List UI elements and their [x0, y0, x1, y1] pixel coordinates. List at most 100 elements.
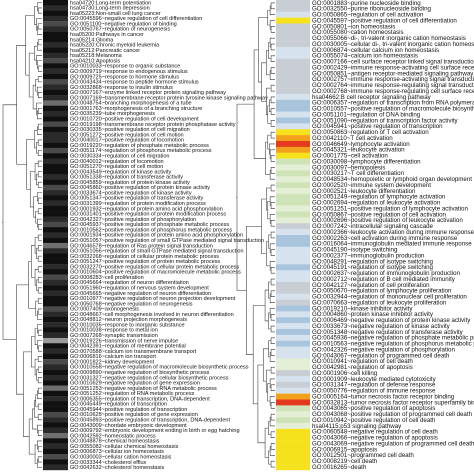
right-term-label: GO:0051251~positive regulation of lympho… [312, 205, 468, 212]
left-term-label: GO:0031401~positive regulation of protei… [70, 212, 226, 218]
left-term-label: GO:0007409~axonogenesis [70, 307, 139, 313]
left-heat-cell [43, 359, 68, 365]
left-term-label: hsa05200:Pathways in cancer [70, 32, 144, 38]
left-term-label: GO:0010628~positive regulation of gene e… [70, 412, 198, 418]
left-heat-cell [43, 422, 68, 428]
right-term-label: GO:0050863~regulation of T cell activati… [312, 129, 429, 136]
left-dendrogram-branch [37, 39, 42, 46]
right-dendrogram-branch [270, 108, 275, 115]
right-dendrogram-branch [268, 421, 272, 436]
left-heat-cell [43, 10, 68, 17]
right-heat-cell [276, 129, 310, 136]
left-dendrogram-branch [37, 255, 42, 262]
right-dendrogram-branch [269, 378, 275, 389]
right-heat-cell [276, 405, 310, 412]
right-term-label: GO:0007166~cell surface receptor linked … [312, 59, 474, 66]
right-term-label: GO:0016265~death [312, 464, 367, 471]
left-heat-cell [43, 316, 68, 323]
right-term-label: GO:0002757~immune response-activating si… [312, 76, 474, 83]
left-heat-cell [43, 36, 68, 43]
right-term-label: GO:0004860~protein kinase inhibitor acti… [312, 311, 434, 318]
left-term-label: GO:0045665~negative regulation of neuron… [70, 291, 211, 297]
right-dendrogram-branch [266, 50, 271, 76]
right-heat-cell [276, 0, 310, 7]
right-dendrogram-branch [270, 366, 275, 374]
left-heat-cell [43, 290, 68, 296]
right-heat-cell [276, 123, 310, 130]
right-dendrogram-branch [261, 198, 267, 255]
right-heat-cell [276, 428, 310, 435]
right-term-label: GO:0030098~lymphocyte differentiation [312, 158, 421, 165]
left-term-label: GO:0050767~regulation of neurogenesis [70, 27, 170, 33]
right-heat-cell [276, 164, 310, 171]
right-term-label: GO:0006469~negative regulation of protei… [312, 317, 471, 324]
right-dendrogram-branch [270, 96, 275, 104]
left-heat-cell [43, 232, 68, 238]
right-dendrogram-branch [258, 17, 268, 83]
right-term-label: GO:0032813~tumor necrosis factor recepto… [312, 399, 474, 406]
left-term-label: GO:0001763~morphogenesis of a branching … [70, 106, 202, 112]
left-term-label: GO:0045944~positive regulation of transc… [70, 407, 187, 413]
left-term-label: GO:0010035~response to inorganic substan… [70, 322, 185, 328]
left-heat-cell [43, 332, 68, 339]
right-dendrogram-branch [270, 325, 275, 333]
left-dendrogram-branch [37, 276, 42, 283]
left-heat-cell [43, 147, 68, 154]
right-heat-cell [276, 47, 310, 54]
left-dendrogram-branch [36, 55, 42, 65]
right-heat-cell [276, 317, 310, 324]
right-term-label: GO:0042110~T cell activation [312, 135, 393, 142]
right-term-label: GO:0005164~tumor necrosis factor recepto… [312, 393, 455, 400]
left-heat-cell [43, 237, 68, 244]
left-term-label: GO:0009719~response to endogenous stimul… [70, 69, 188, 75]
left-term-label: hsa04210:Apoptosis [70, 58, 120, 64]
right-dendrogram-branch [270, 184, 275, 192]
right-heat-cell [276, 252, 310, 259]
left-heat-cell [43, 205, 68, 212]
right-term-label: GO:0045941~positive regulation of transc… [312, 123, 443, 130]
right-term-label: GO:0060548~negative regulation of cell d… [312, 429, 438, 436]
left-term-label: GO:0048754~branching morphogenesis of a … [70, 101, 192, 107]
right-heat-cell [276, 376, 310, 383]
left-dendrogram-branch [36, 279, 39, 291]
left-dendrogram-branch [23, 351, 32, 437]
right-heat-cell [276, 446, 310, 453]
right-heat-cell [276, 352, 310, 359]
right-heat-cell [276, 146, 310, 153]
left-heat-cell [43, 26, 68, 32]
right-term-label: GO:0010941~regulation of cell death [312, 358, 413, 365]
right-heat-cell [276, 458, 310, 465]
left-term-label: GO:0051253~negative regulation of RNA me… [70, 386, 217, 392]
left-term-label: GO:0048667~cell morphogenesis involved i… [70, 312, 234, 318]
left-dendrogram-branch [36, 102, 42, 116]
left-term-label: GO:0032268~regulation of cellular protei… [70, 254, 219, 260]
left-dendrogram-branch [35, 394, 39, 407]
left-term-label: GO:0043009~chordate embryonic developmen… [70, 423, 187, 429]
left-heat-cell [43, 126, 68, 133]
right-heat-cell [276, 88, 310, 95]
right-dendrogram-branch [270, 431, 275, 438]
left-term-label: GO:0009725~response to hormone stimulus [70, 74, 179, 80]
left-dendrogram-branch [37, 345, 42, 352]
right-dendrogram-branch [270, 155, 275, 162]
right-dendrogram-branch [270, 460, 275, 468]
right-term-label: GO:0050801~ion homeostasis [312, 23, 395, 30]
left-term-label: GO:0042391~regulation of membrane potent… [70, 344, 186, 350]
left-term-label: GO:0033344~cholesterol efflux [70, 460, 147, 466]
right-term-label: GO:0001909~leukocyte mediated cytotoxici… [312, 376, 437, 383]
left-term-label: GO:0045937~positive regulation of phosph… [70, 222, 229, 228]
left-dendrogram-branch [37, 287, 42, 294]
right-heat-cell [276, 411, 310, 418]
left-term-label: GO:0010038~response to metal ion [70, 328, 158, 334]
left-dendrogram-branch [37, 139, 42, 146]
left-heat-cell [43, 73, 68, 80]
right-dendrogram-branch [270, 402, 275, 409]
right-term-label: GO:0045936~negative regulation of phosph… [312, 335, 474, 342]
left-heat-cell [43, 0, 68, 6]
right-heat-cell [276, 17, 310, 24]
left-dendrogram-branch [37, 456, 42, 463]
right-term-label: GO:0043069~negative regulation of progra… [312, 440, 474, 447]
right-heat-cell [276, 141, 310, 148]
right-dendrogram-branch [270, 278, 275, 286]
left-heat-cell [43, 385, 68, 391]
